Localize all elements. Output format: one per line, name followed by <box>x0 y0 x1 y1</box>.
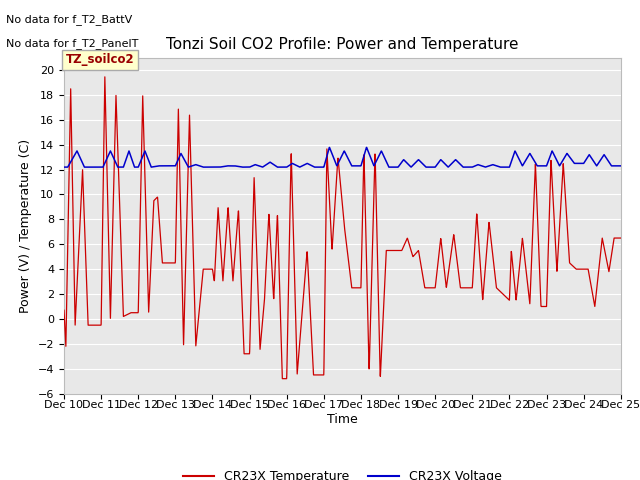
Legend: CR23X Temperature, CR23X Voltage: CR23X Temperature, CR23X Voltage <box>178 465 507 480</box>
Text: No data for f_T2_BattV: No data for f_T2_BattV <box>6 14 132 25</box>
Title: Tonzi Soil CO2 Profile: Power and Temperature: Tonzi Soil CO2 Profile: Power and Temper… <box>166 37 518 52</box>
Y-axis label: Power (V) / Temperature (C): Power (V) / Temperature (C) <box>19 139 32 312</box>
Text: TZ_soilco2: TZ_soilco2 <box>66 53 134 66</box>
Text: No data for f_T2_PanelT: No data for f_T2_PanelT <box>6 38 139 49</box>
X-axis label: Time: Time <box>327 413 358 426</box>
